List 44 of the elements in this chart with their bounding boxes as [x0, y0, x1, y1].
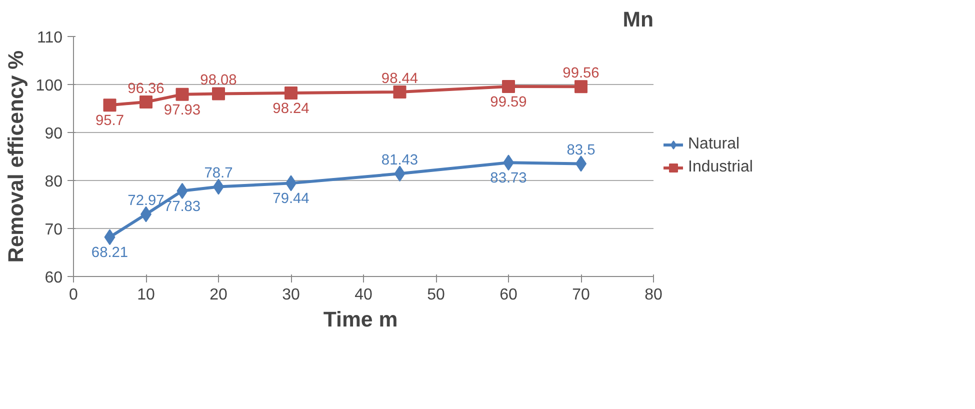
point — [393, 85, 406, 98]
x-tick-label: 80 — [644, 286, 662, 304]
point — [140, 95, 152, 108]
data-label: 98.08 — [200, 72, 237, 89]
x-tick-label: 30 — [282, 286, 300, 304]
data-label: 72.97 — [128, 193, 164, 210]
x-tick-label: 50 — [427, 286, 445, 304]
chart-title: Mn — [622, 8, 654, 32]
data-label: 81.43 — [381, 152, 418, 169]
x-tick-label: 0 — [69, 286, 78, 304]
point — [103, 98, 116, 112]
data-label: 96.36 — [128, 80, 164, 97]
point — [176, 88, 189, 101]
x-tick-label: 10 — [137, 286, 155, 304]
point — [212, 87, 225, 100]
legend-label: Industrial — [688, 158, 753, 176]
x-tick-label: 40 — [354, 286, 372, 304]
legend-label: Natural — [688, 136, 740, 154]
y-tick-label: 80 — [44, 174, 63, 190]
data-label: 99.56 — [562, 66, 600, 82]
data-label: 83.5 — [566, 142, 596, 159]
x-axis-title: Time m — [323, 308, 398, 332]
point — [502, 80, 515, 93]
data-label: 97.93 — [164, 102, 201, 118]
data-label: 95.7 — [95, 113, 124, 130]
y-tick-label: 70 — [44, 222, 63, 238]
data-label: 77.83 — [164, 198, 201, 215]
point — [284, 86, 298, 100]
data-label: 78.7 — [204, 166, 233, 182]
x-tick-label: 20 — [210, 286, 228, 304]
y-tick-label: 110 — [36, 30, 63, 46]
x-tick-label: 60 — [500, 286, 518, 304]
data-label: 99.59 — [490, 94, 527, 110]
data-label: 98.24 — [272, 100, 310, 117]
point — [574, 80, 588, 94]
data-label: 68.21 — [91, 245, 128, 262]
x-tick-label: 70 — [572, 286, 590, 304]
data-label: 79.44 — [272, 191, 310, 208]
y-tick-label: 100 — [36, 78, 63, 94]
y-axis-title: Removal efficency % — [4, 50, 28, 263]
y-tick-label: 60 — [44, 270, 63, 286]
y-tick-label: 90 — [44, 126, 63, 142]
data-label: 83.73 — [490, 170, 527, 187]
data-label: 98.44 — [381, 70, 418, 87]
